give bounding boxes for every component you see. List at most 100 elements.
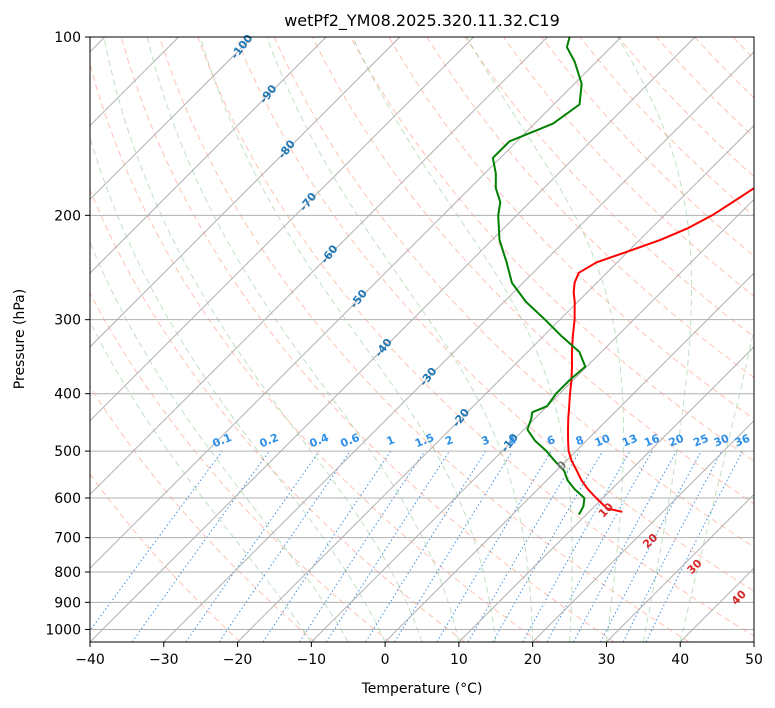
mixing-ratio-line bbox=[645, 450, 743, 642]
y-tick-label: 900 bbox=[54, 595, 81, 611]
mixing-ratio-line bbox=[262, 450, 392, 642]
dry-adiabat-line bbox=[350, 37, 754, 462]
dry-adiabat-line bbox=[273, 37, 754, 548]
y-tick-label: 1000 bbox=[45, 622, 81, 638]
mixing-ratio-label: 3 bbox=[480, 433, 492, 448]
mixing-ratio-label: 6 bbox=[545, 433, 557, 448]
moist-adiabat-line bbox=[90, 135, 386, 642]
isotherm-line bbox=[90, 37, 622, 569]
x-tick-label: −40 bbox=[75, 652, 105, 668]
isotherm-line bbox=[90, 37, 548, 496]
mixing-ratio-label: 16 bbox=[642, 432, 661, 450]
dry-adiabat-line bbox=[120, 37, 615, 642]
isotherm-line bbox=[310, 198, 754, 642]
mixing-ratio-label: 20 bbox=[667, 432, 686, 450]
mixing-ratio-line bbox=[185, 450, 320, 642]
mixing-ratio-line bbox=[218, 450, 351, 642]
moist-adiabat-line bbox=[352, 37, 573, 642]
isotherm-line bbox=[532, 419, 754, 642]
moist-adiabat-line bbox=[90, 320, 312, 642]
mixing-ratio-line bbox=[325, 450, 450, 642]
mixing-ratio-label: 0.4 bbox=[308, 431, 331, 450]
dry-adiabat-line bbox=[426, 37, 754, 379]
dry-adiabat-line bbox=[464, 37, 754, 338]
moist-adiabat-line bbox=[90, 241, 349, 642]
moist-adiabat-line bbox=[617, 37, 692, 642]
dry-adiabat-line bbox=[655, 37, 754, 138]
mixing-ratio-line bbox=[90, 450, 223, 632]
mixing-ratio-line bbox=[522, 450, 631, 642]
dry-adiabat-line bbox=[541, 37, 754, 257]
x-tick-label: −20 bbox=[223, 652, 253, 668]
mixing-ratio-label: 36 bbox=[733, 432, 752, 450]
moist-adiabat-line bbox=[466, 37, 624, 642]
x-axis-label: Temperature (°C) bbox=[361, 681, 483, 697]
mixing-ratio-label: 2 bbox=[443, 433, 455, 448]
data-series bbox=[491, 37, 754, 516]
background-lines bbox=[90, 37, 775, 642]
x-tick-label: 10 bbox=[450, 652, 468, 668]
isotherm-line bbox=[90, 37, 253, 201]
mixing-ratio-line bbox=[436, 450, 552, 642]
mixing-ratio-label: 0.1 bbox=[211, 431, 234, 450]
dry-adiabat-line bbox=[90, 292, 391, 642]
red-label: 20 bbox=[640, 531, 660, 551]
mixing-ratio-line bbox=[131, 450, 270, 642]
chart-title: wetPf2_YM08.2025.320.11.32.C19 bbox=[284, 11, 560, 31]
dry-adiabat-line bbox=[159, 37, 690, 642]
y-tick-label: 400 bbox=[54, 387, 81, 403]
isotherm-line bbox=[237, 124, 754, 642]
axes: −40 −30 −20 −10 0 10 20 30 40 5010020030040050060… bbox=[45, 30, 763, 668]
x-tick-label: 50 bbox=[745, 652, 763, 668]
x-tick-label: −10 bbox=[297, 652, 327, 668]
isotherm-line bbox=[384, 272, 754, 642]
mixing-ratio-line bbox=[546, 450, 653, 642]
isotherm-line bbox=[90, 37, 696, 642]
dry-adiabat-line bbox=[90, 188, 465, 642]
moist-adiabat-line bbox=[146, 37, 460, 642]
x-tick-label: 0 bbox=[381, 652, 390, 668]
y-tick-label: 600 bbox=[54, 491, 81, 507]
x-tick-label: 20 bbox=[524, 652, 542, 668]
mixing-ratio-line bbox=[467, 450, 581, 642]
isotherm-label: -100 bbox=[228, 32, 255, 62]
mixing-ratio-line bbox=[299, 450, 426, 642]
plot-frame bbox=[89, 36, 755, 643]
y-tick-label: 300 bbox=[54, 313, 81, 329]
dry-adiabat-line bbox=[694, 37, 754, 99]
y-tick-label: 500 bbox=[54, 444, 81, 460]
isotherm-line bbox=[458, 346, 754, 642]
temperature-line bbox=[567, 186, 754, 513]
moist-adiabat-line bbox=[103, 37, 423, 642]
x-tick-label: 40 bbox=[671, 652, 689, 668]
dewpoint-line bbox=[491, 37, 587, 516]
dry-adiabat-line bbox=[90, 385, 316, 642]
red-label: 30 bbox=[685, 557, 705, 577]
mixing-ratio-label: 10 bbox=[593, 432, 612, 450]
red-label: 10 bbox=[596, 500, 616, 520]
isotherm-line bbox=[679, 567, 754, 642]
isotherm-line bbox=[90, 37, 475, 422]
y-tick-label: 100 bbox=[54, 30, 81, 46]
dry-adiabat-line bbox=[771, 37, 775, 642]
mixing-ratio-line bbox=[394, 450, 513, 642]
x-tick-label: 30 bbox=[598, 652, 616, 668]
isotherm-line bbox=[163, 51, 754, 642]
x-tick-label: −30 bbox=[149, 652, 179, 668]
y-tick-label: 800 bbox=[54, 565, 81, 581]
dry-adiabat-line bbox=[235, 37, 754, 592]
isotherm-line bbox=[90, 37, 401, 348]
dry-adiabat-line bbox=[197, 37, 754, 637]
isotherm-line bbox=[606, 493, 754, 642]
moist-adiabat-line bbox=[266, 37, 534, 642]
mixing-ratio-line bbox=[573, 450, 677, 642]
moist-adiabat-line bbox=[199, 37, 497, 642]
y-axis-label: Pressure (hPa) bbox=[12, 289, 28, 389]
y-tick-label: 700 bbox=[54, 531, 81, 547]
mixing-ratio-label: 8 bbox=[574, 433, 586, 448]
mixing-ratio-label: 13 bbox=[620, 432, 639, 450]
dry-adiabat-line bbox=[311, 37, 754, 505]
mixing-ratio-label: 1 bbox=[385, 433, 397, 448]
isotherm-line bbox=[90, 37, 327, 274]
